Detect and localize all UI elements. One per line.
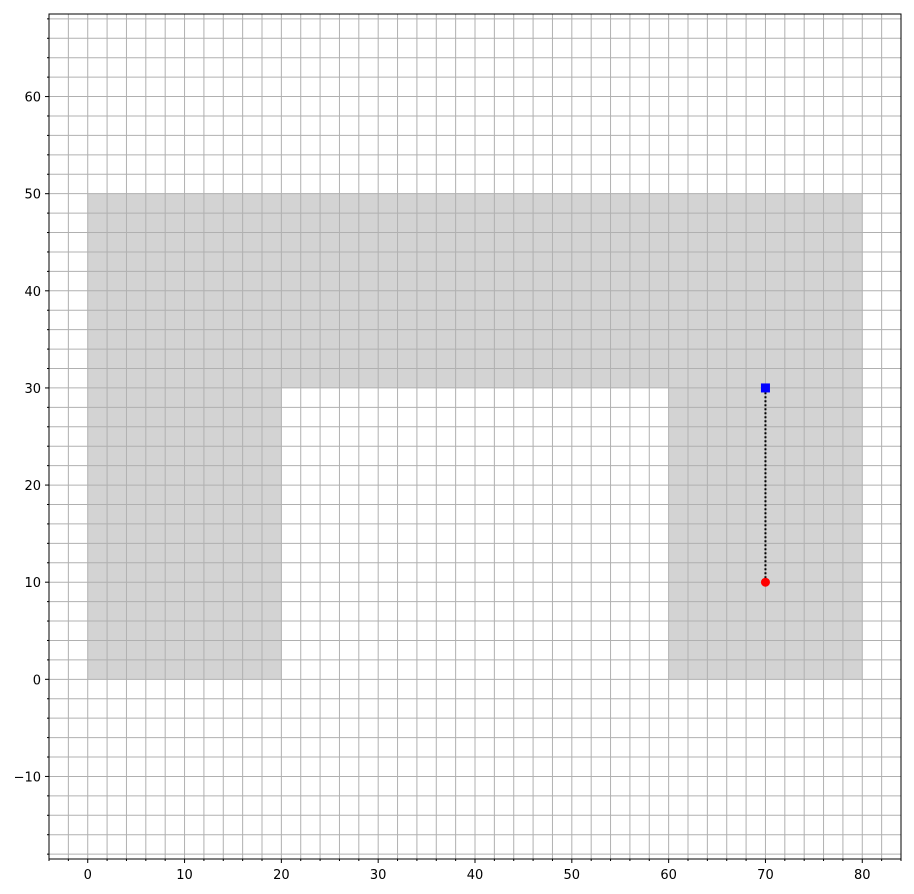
y-tick-label: 60: [24, 91, 41, 106]
x-tick-label: 0: [84, 868, 92, 883]
goal-marker: [760, 383, 770, 393]
x-tick-label: 50: [564, 868, 581, 883]
marker-layer: [760, 383, 770, 587]
y-tick-label: 10: [24, 576, 41, 591]
ticks: [45, 18, 902, 863]
x-tick-label: 60: [660, 868, 677, 883]
x-tick-label: 80: [854, 868, 871, 883]
y-tick-label: 0: [33, 673, 41, 688]
start-marker: [760, 577, 770, 587]
x-tick-label: 20: [273, 868, 290, 883]
y-tick-label: −10: [14, 770, 41, 785]
x-tick-label: 40: [467, 868, 484, 883]
x-tick-label: 10: [176, 868, 193, 883]
y-tick-label: 50: [24, 188, 41, 203]
x-tick-label: 70: [757, 868, 774, 883]
tick-labels: 0 10 20 30 40 50 60 70 80 −10 0 10 20 30 40 50 60: [14, 91, 871, 883]
y-tick-label: 20: [24, 479, 41, 494]
y-tick-label: 30: [24, 382, 41, 397]
y-tick-label: 40: [24, 285, 41, 300]
x-tick-label: 30: [370, 868, 387, 883]
